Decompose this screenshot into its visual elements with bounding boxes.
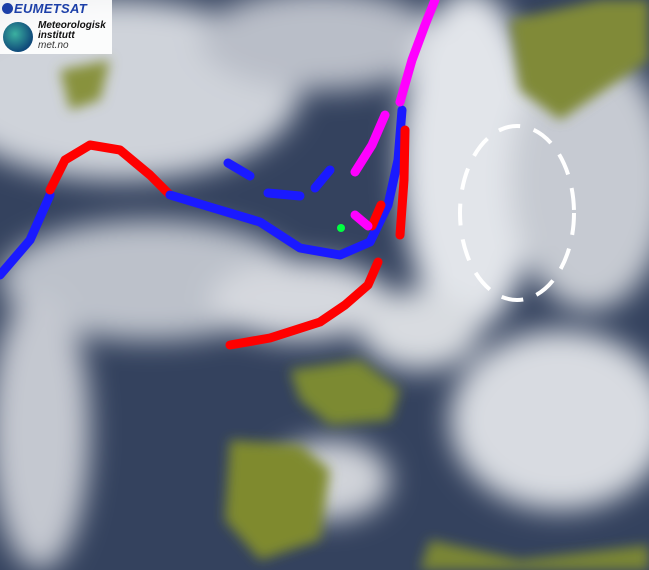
warm-front-short xyxy=(367,200,386,231)
land xyxy=(60,0,649,570)
warm-front-west xyxy=(45,140,175,200)
met-logo-line2: institutt xyxy=(38,30,75,41)
green-point-marker xyxy=(337,224,345,232)
eumetsat-logo-icon xyxy=(2,3,13,14)
warm-front-vertical xyxy=(395,125,410,240)
occluded-front-1 xyxy=(350,110,390,177)
cold-front-main xyxy=(165,105,407,260)
eumetsat-logo-text: EUMETSAT xyxy=(14,1,87,16)
dashed-trough-1 xyxy=(223,158,255,181)
dashed-trough-2 xyxy=(263,188,305,201)
dashed-trough-3 xyxy=(310,165,335,193)
occluded-front-2 xyxy=(395,0,440,107)
warm-front-south xyxy=(225,257,383,350)
met-logo-site: met.no xyxy=(38,40,69,51)
highlight-ellipse xyxy=(458,124,576,302)
logo: EUMETSAT Meteorologisk institutt met.no xyxy=(0,0,112,54)
cold-front-west xyxy=(0,190,55,280)
met-logo-icon xyxy=(3,22,33,52)
met-logo-line1: Meteorologisk xyxy=(38,20,106,31)
occluded-front-3 xyxy=(350,210,373,231)
